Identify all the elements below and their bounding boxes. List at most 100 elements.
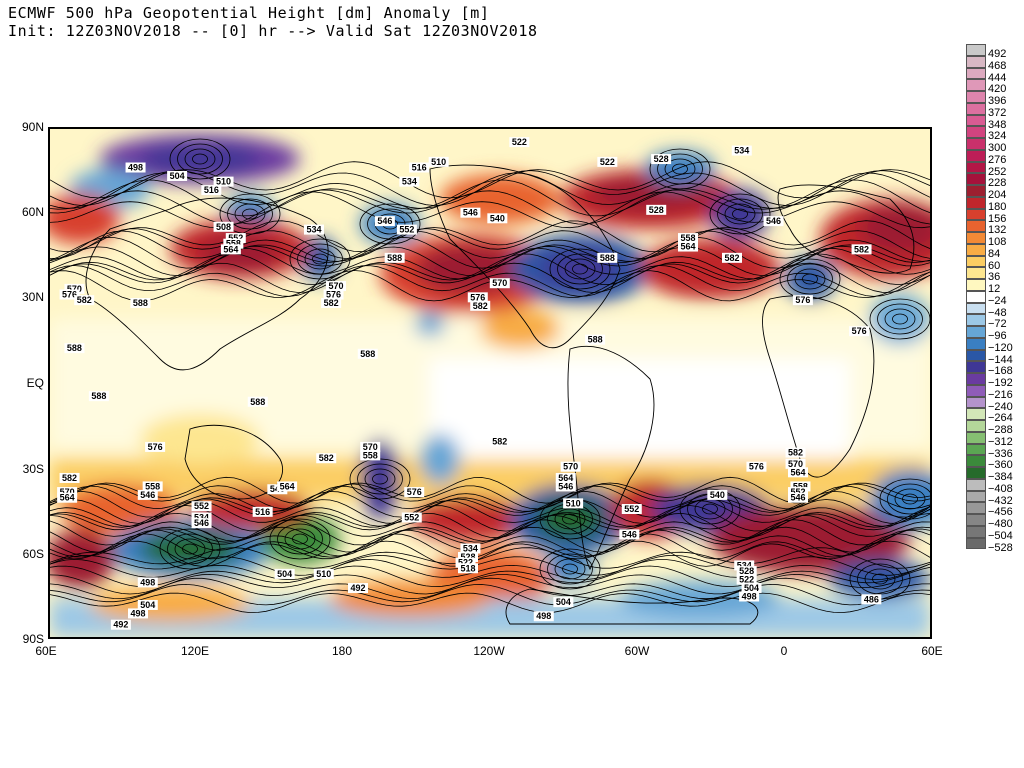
closed-contour: [562, 513, 578, 525]
height-contour: [50, 500, 930, 527]
closed-contour: [277, 523, 323, 555]
colorbar-label: 180: [988, 200, 1007, 213]
height-contour: [50, 228, 930, 260]
contour-label-bg: [57, 492, 78, 503]
closed-contour: [869, 298, 930, 340]
closed-contour: [717, 198, 763, 230]
height-contour: [50, 526, 930, 553]
colorbar-bin: 228: [966, 173, 1022, 189]
height-contour: [50, 230, 930, 262]
contour-label: 510: [566, 498, 581, 508]
colorbar-label: −312: [988, 435, 1013, 448]
contour-label-bg: [851, 244, 872, 255]
contour-label: 546: [377, 216, 392, 226]
colorbar-bin: −192: [966, 373, 1022, 389]
colorbar-label: 60: [988, 259, 1001, 272]
contour-label: 564: [280, 481, 295, 491]
contour-label: 546: [140, 490, 155, 500]
contour-label-bg: [785, 447, 806, 458]
colorbar-bin: 492: [966, 44, 1022, 60]
colorbar-label: 36: [988, 271, 1001, 284]
closed-contour: [284, 528, 316, 550]
colorbar-swatch: [966, 161, 986, 174]
closed-contour: [547, 553, 593, 585]
colorbar-label: −24: [988, 294, 1007, 307]
contour-label-bg: [396, 224, 417, 235]
lat-label-60s: 60S: [22, 547, 44, 561]
colorbar-label: 156: [988, 212, 1007, 225]
contour-label-bg: [470, 300, 491, 311]
colorbar-bin: −480: [966, 514, 1022, 530]
colorbar-label: 12: [988, 283, 1001, 295]
colorbar-bin: 156: [966, 208, 1022, 224]
contour-label: 546: [558, 481, 573, 491]
colorbar-label: −96: [988, 330, 1007, 342]
height-contour: [50, 547, 930, 569]
closed-contour: [664, 158, 696, 180]
colorbar-label: 444: [988, 71, 1007, 84]
contour-label-bg: [707, 489, 728, 500]
contour-label-bg: [509, 137, 530, 148]
colorbar-swatch: [966, 326, 986, 338]
contour-label: 582: [77, 295, 92, 305]
contour-label: 504: [744, 583, 759, 593]
colorbar-swatch: [966, 55, 986, 68]
contour-label-bg: [788, 487, 808, 498]
height-contour: [50, 540, 930, 567]
contour-label: 570: [363, 442, 378, 452]
contour-label-bg: [74, 295, 95, 306]
closed-contour: [732, 208, 748, 220]
colorbar-label: −168: [988, 365, 1013, 378]
contour-label: 588: [133, 298, 148, 308]
contour-label-bg: [128, 608, 148, 619]
contour-label: 534: [737, 560, 752, 570]
colorbar-bin: 204: [966, 185, 1022, 201]
contour-label-bg: [225, 233, 246, 244]
colorbar-bin: −288: [966, 420, 1022, 436]
closed-contour: [234, 203, 266, 225]
colorbar-label: −120: [988, 341, 1013, 354]
colorbar-bin: −24: [966, 290, 1022, 306]
closed-contour: [184, 148, 216, 170]
contour-label-bg: [399, 176, 420, 187]
closed-contour: [219, 193, 281, 235]
height-contour: [50, 565, 930, 588]
colorbar-label: −192: [988, 377, 1013, 389]
closed-contour: [724, 203, 756, 225]
closed-contour: [357, 463, 403, 495]
contour-label-bg: [460, 543, 481, 554]
contour-label: 518: [460, 563, 475, 573]
contour-label: 528: [654, 154, 669, 164]
contour-label-bg: [57, 487, 78, 498]
colorbar-label: 252: [988, 165, 1007, 178]
lon-label-60w: 60W: [624, 644, 650, 658]
contour-label: 508: [216, 222, 231, 232]
lat-label-30s: 30S: [22, 462, 44, 476]
contour-label: 576: [749, 462, 764, 472]
colorbar-label: 396: [988, 95, 1007, 107]
contour-label: 588: [360, 349, 375, 359]
colorbar-swatch: [966, 525, 986, 538]
colorbar-bin: 36: [966, 267, 1022, 283]
contour-label: 534: [734, 146, 749, 156]
contour-label: 576: [62, 290, 77, 300]
contour-label: 588: [600, 253, 615, 263]
colorbar-swatch: [966, 44, 986, 56]
closed-contour: [572, 263, 588, 275]
colorbar-swatch: [966, 373, 986, 385]
contour-label-bg: [145, 441, 166, 452]
colorbar-bin: −360: [966, 455, 1022, 471]
colorbar-swatch: [966, 455, 986, 467]
colorbar-label: −336: [988, 447, 1013, 460]
contour-label: 564: [790, 467, 805, 477]
contour-label: 522: [600, 157, 615, 167]
colorbar-bin: 180: [966, 196, 1022, 212]
colorbar-swatch: [966, 255, 986, 268]
contour-label: 552: [228, 233, 243, 243]
contour-label: 522: [512, 137, 527, 147]
title-line-2: Init: 12Z03NOV2018 -- [0] hr --> Valid S…: [8, 22, 538, 40]
closed-contour: [884, 308, 916, 330]
colorbar-label: 228: [988, 177, 1007, 190]
contour-label: 504: [170, 171, 185, 181]
contour-label: 546: [194, 518, 209, 528]
